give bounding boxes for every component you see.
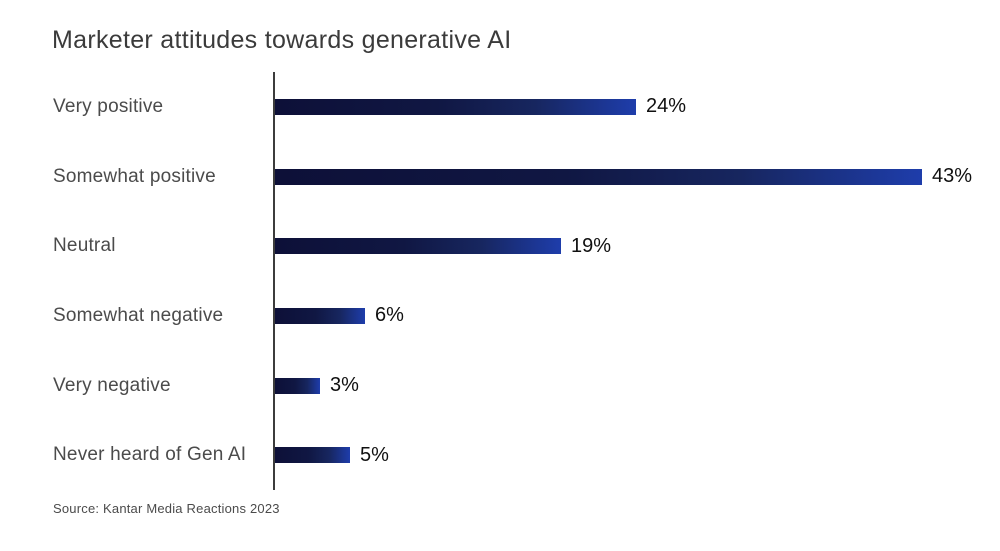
value-label: 24%	[646, 95, 687, 118]
plot-area: Very positive 24% Somewhat positive 43% Neut…	[0, 72, 1000, 490]
chart-row: Very positive 24%	[0, 72, 1000, 142]
category-label: Somewhat negative	[53, 304, 224, 326]
bar-rows: Very positive 24% Somewhat positive 43% Neut…	[0, 72, 1000, 490]
chart-row: Never heard of Gen AI 5%	[0, 420, 1000, 490]
value-label: 3%	[330, 374, 359, 397]
chart-row: Neutral 19%	[0, 211, 1000, 281]
chart-row: Somewhat negative 6%	[0, 281, 1000, 351]
bar	[275, 238, 561, 255]
bar	[275, 168, 922, 185]
source-note: Source: Kantar Media Reactions 2023	[53, 501, 280, 516]
bar	[275, 307, 365, 324]
value-label: 19%	[571, 234, 612, 257]
category-label: Very negative	[53, 374, 171, 396]
chart-row: Very negative 3%	[0, 351, 1000, 421]
bar	[275, 98, 636, 115]
value-label: 5%	[360, 443, 389, 466]
category-label: Never heard of Gen AI	[53, 444, 247, 466]
value-label: 6%	[375, 304, 404, 327]
y-axis-line	[273, 72, 275, 490]
value-label: 43%	[932, 165, 973, 187]
chart-title: Marketer attitudes towards generative AI	[52, 26, 512, 54]
category-label: Somewhat positive	[53, 165, 216, 187]
bar	[275, 377, 320, 394]
category-label: Very positive	[53, 95, 164, 117]
bar	[275, 447, 350, 464]
chart-row: Somewhat positive 43%	[0, 142, 1000, 212]
category-label: Neutral	[53, 235, 116, 257]
